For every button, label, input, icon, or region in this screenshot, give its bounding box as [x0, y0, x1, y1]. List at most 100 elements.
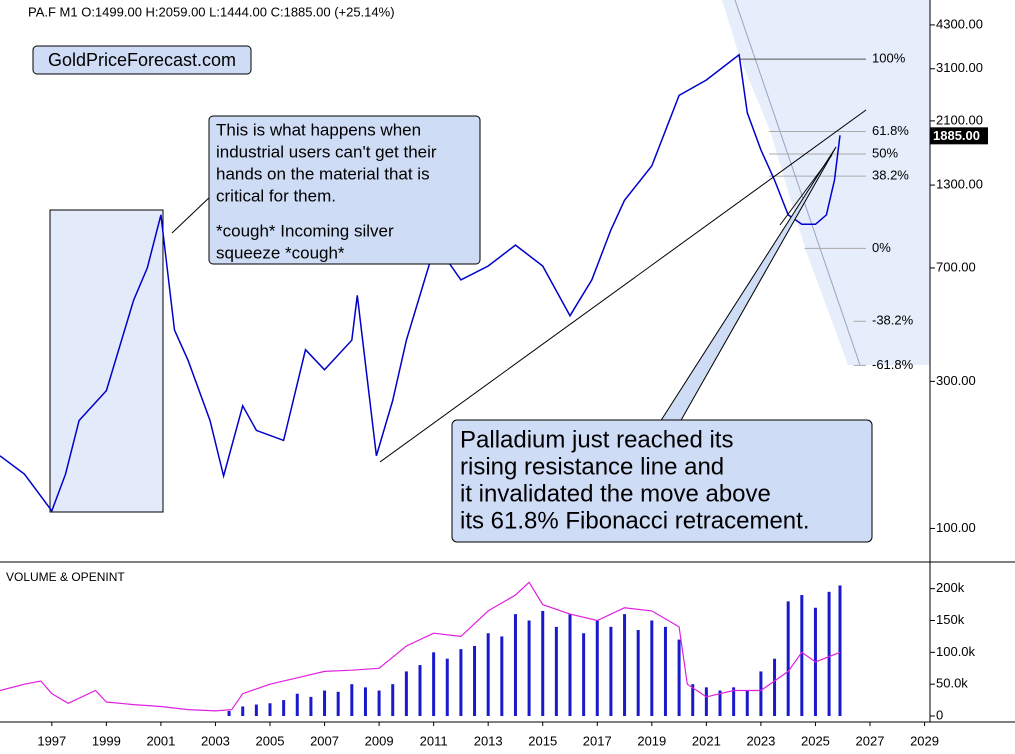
volume-bar	[718, 690, 722, 717]
volume-bar	[432, 652, 436, 717]
volume-bar	[773, 658, 777, 717]
volume-bar	[513, 614, 517, 717]
callout-pointer	[779, 154, 833, 226]
callout-box	[208, 115, 481, 265]
fib-fan-line	[734, 0, 861, 366]
volume-bar	[486, 633, 490, 717]
x-tick-label: 2023	[746, 733, 775, 748]
volume-bar	[404, 671, 408, 717]
annotation-text: Palladium just reached its	[460, 426, 733, 453]
volume-bar	[759, 671, 763, 717]
volume-bar	[309, 696, 313, 717]
volume-bar	[650, 620, 654, 717]
chart-title: PA.F M1 O:1499.00 H:2059.00 L:1444.00 C:…	[28, 4, 395, 19]
x-tick-label: 2011	[420, 733, 448, 748]
annotation-text: critical for them.	[216, 186, 336, 205]
x-tick-label: 2021	[692, 733, 721, 748]
volume-bar	[391, 684, 395, 717]
y-tick-label: 4300.00	[936, 16, 983, 31]
fib-label: -38.2%	[872, 313, 914, 328]
volume-bar	[541, 610, 545, 717]
last-value-box	[930, 127, 988, 145]
volume-bar	[582, 633, 586, 717]
volume-bar	[500, 636, 504, 717]
fib-label: 0%	[872, 240, 891, 255]
y-tick-label: 1300.00	[936, 177, 983, 192]
fib-label: 50%	[872, 145, 898, 160]
volume-bar	[691, 684, 695, 717]
volume-bar	[473, 645, 477, 717]
y-tick-label: 100.0k	[936, 644, 976, 659]
fib-shade	[722, 0, 930, 365]
y-tick-label: 300.00	[936, 373, 976, 388]
x-tick-label: 2017	[583, 733, 612, 748]
x-tick-label: 2019	[637, 733, 666, 748]
volume-bar	[418, 665, 422, 717]
volume-bar	[732, 687, 736, 717]
callout-box	[451, 419, 873, 543]
fib-label: -61.8%	[872, 357, 914, 372]
volume-bar	[227, 710, 231, 717]
resistance-line	[379, 109, 867, 463]
x-tick-label: 2013	[474, 733, 503, 748]
annotation-text: *cough* Incoming silver	[216, 221, 394, 240]
open-interest-line	[0, 581, 841, 712]
volume-bar	[459, 649, 463, 717]
y-tick-label: 100.00	[936, 520, 976, 535]
x-tick-label: 2029	[910, 733, 939, 748]
x-tick-label: 2003	[201, 733, 230, 748]
volume-bar	[445, 658, 449, 717]
y-tick-label: 2100.00	[936, 112, 983, 127]
x-tick-label: 2005	[256, 733, 285, 748]
x-tick-label: 2009	[365, 733, 394, 748]
plot-layer	[0, 53, 866, 513]
volume-bar	[268, 703, 272, 717]
volume-bar	[336, 691, 340, 717]
callout-pointer	[171, 194, 213, 234]
volume-bar	[527, 620, 531, 717]
y-tick-label: 700.00	[936, 259, 976, 274]
volume-bar	[636, 630, 640, 717]
annotation-text: hands on the material that is	[216, 164, 430, 183]
volume-bar	[704, 687, 708, 717]
volume-bar	[677, 639, 681, 717]
watermark-box	[32, 45, 252, 75]
fib-label: 100%	[872, 51, 906, 66]
fib-label: 61.8%	[872, 123, 909, 138]
annotation-text: industrial users can't get their	[216, 142, 437, 161]
annotation-text: squeeze *cough*	[216, 243, 345, 262]
y-tick-label: 3100.00	[936, 60, 983, 75]
volume-bar	[827, 591, 831, 717]
annotation-text: its 61.8% Fibonacci retracement.	[460, 507, 810, 534]
volume-bar	[323, 690, 327, 717]
panel-title: VOLUME & OPENINT	[6, 570, 125, 584]
x-tick-label: 2007	[310, 733, 339, 748]
volume-bar	[282, 700, 286, 717]
volume-bar	[377, 690, 381, 717]
volume-bar	[838, 585, 842, 717]
volume-bar	[663, 626, 667, 717]
volume-bar	[241, 706, 245, 717]
volume-bar	[745, 690, 749, 717]
annotation-text: rising resistance line and	[460, 453, 724, 480]
x-tick-label: 2027	[856, 733, 885, 748]
x-tick-label: 2015	[528, 733, 557, 748]
volume-bar	[350, 684, 354, 717]
volume-bar	[623, 614, 627, 717]
volume-bar	[595, 620, 599, 717]
volume-bar	[800, 595, 804, 717]
y-tick-label: 50.0k	[936, 676, 968, 691]
x-tick-label: 2025	[801, 733, 830, 748]
volume-bar	[363, 687, 367, 717]
x-tick-label: 2001	[146, 733, 175, 748]
x-tick-label: 1999	[92, 733, 121, 748]
annotation-text: it invalidated the move above	[460, 480, 771, 507]
volume-bar	[554, 626, 558, 717]
last-value-label: 1885.00	[933, 128, 980, 143]
volume-bar	[254, 704, 258, 717]
volume-bar	[295, 693, 299, 717]
fib-label: 38.2%	[872, 168, 909, 183]
volume-bar	[568, 614, 572, 717]
